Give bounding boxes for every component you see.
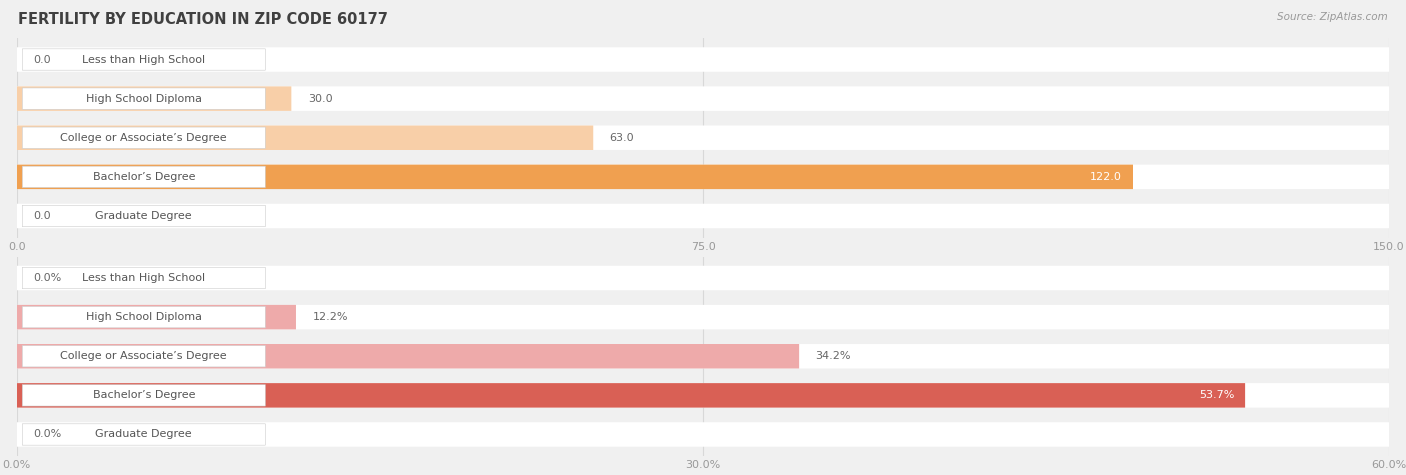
FancyBboxPatch shape <box>17 266 1389 290</box>
FancyBboxPatch shape <box>22 424 266 445</box>
Text: College or Associate’s Degree: College or Associate’s Degree <box>60 133 228 143</box>
Text: FERTILITY BY EDUCATION IN ZIP CODE 60177: FERTILITY BY EDUCATION IN ZIP CODE 60177 <box>18 12 388 27</box>
FancyBboxPatch shape <box>17 86 291 111</box>
FancyBboxPatch shape <box>17 125 593 150</box>
FancyBboxPatch shape <box>22 306 266 328</box>
FancyBboxPatch shape <box>17 125 1389 150</box>
FancyBboxPatch shape <box>17 344 799 369</box>
Text: Graduate Degree: Graduate Degree <box>96 211 193 221</box>
FancyBboxPatch shape <box>22 346 266 367</box>
Text: Bachelor’s Degree: Bachelor’s Degree <box>93 390 195 400</box>
FancyBboxPatch shape <box>22 385 266 406</box>
Text: 12.2%: 12.2% <box>312 312 347 322</box>
FancyBboxPatch shape <box>22 166 266 188</box>
Text: 0.0%: 0.0% <box>34 429 62 439</box>
FancyBboxPatch shape <box>17 422 1389 446</box>
FancyBboxPatch shape <box>22 205 266 227</box>
Text: Less than High School: Less than High School <box>82 273 205 283</box>
FancyBboxPatch shape <box>17 165 1133 189</box>
Text: 0.0: 0.0 <box>34 55 51 65</box>
FancyBboxPatch shape <box>17 305 297 329</box>
FancyBboxPatch shape <box>17 383 1246 408</box>
Text: 53.7%: 53.7% <box>1199 390 1234 400</box>
FancyBboxPatch shape <box>17 383 1389 408</box>
Text: High School Diploma: High School Diploma <box>86 312 202 322</box>
FancyBboxPatch shape <box>22 267 266 289</box>
FancyBboxPatch shape <box>17 344 1389 369</box>
FancyBboxPatch shape <box>17 165 1389 189</box>
FancyBboxPatch shape <box>17 86 1389 111</box>
Text: High School Diploma: High School Diploma <box>86 94 202 104</box>
FancyBboxPatch shape <box>17 204 1389 228</box>
Text: Source: ZipAtlas.com: Source: ZipAtlas.com <box>1277 12 1388 22</box>
Text: 0.0%: 0.0% <box>34 273 62 283</box>
FancyBboxPatch shape <box>22 88 266 109</box>
FancyBboxPatch shape <box>17 305 1389 329</box>
FancyBboxPatch shape <box>17 48 1389 72</box>
Text: 63.0: 63.0 <box>610 133 634 143</box>
Text: College or Associate’s Degree: College or Associate’s Degree <box>60 351 228 361</box>
FancyBboxPatch shape <box>22 127 266 148</box>
Text: 0.0: 0.0 <box>34 211 51 221</box>
Text: Graduate Degree: Graduate Degree <box>96 429 193 439</box>
FancyBboxPatch shape <box>22 49 266 70</box>
Text: Less than High School: Less than High School <box>82 55 205 65</box>
Text: Bachelor’s Degree: Bachelor’s Degree <box>93 172 195 182</box>
Text: 34.2%: 34.2% <box>815 351 851 361</box>
Text: 122.0: 122.0 <box>1090 172 1122 182</box>
Text: 30.0: 30.0 <box>308 94 332 104</box>
